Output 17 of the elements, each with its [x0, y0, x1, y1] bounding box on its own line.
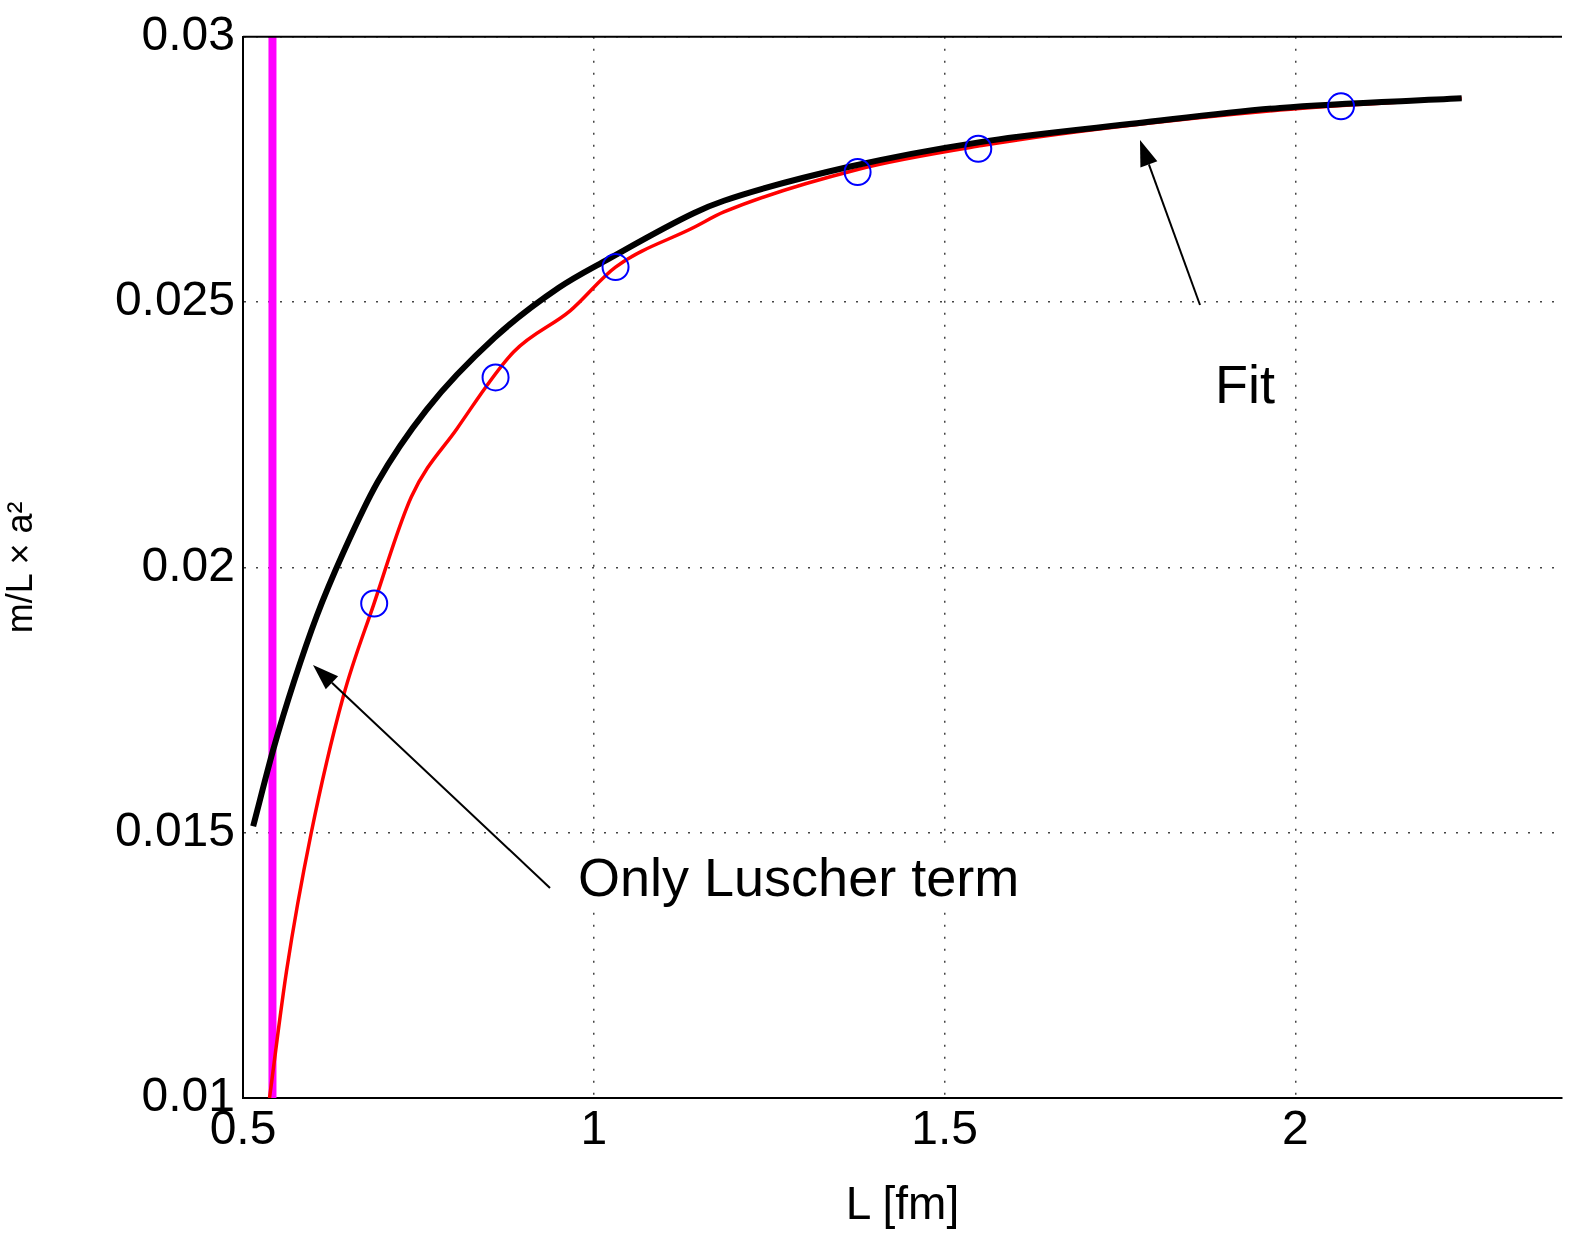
point: [1327, 92, 1355, 121]
point: [601, 253, 630, 282]
annotation: Fit: [1215, 353, 1275, 414]
annotation: Only Luscher term: [578, 846, 1020, 907]
y-tick-label: 0.015: [114, 802, 235, 856]
point: [964, 134, 993, 163]
point: [360, 589, 389, 618]
x-tick-label: 2: [1282, 1101, 1309, 1155]
x-axis-title: L [fm]: [845, 1177, 960, 1230]
y-tick-label: 0.03: [141, 7, 235, 61]
y-axis-title: m/L × a²: [0, 501, 40, 634]
y-tick-label: 0.02: [141, 537, 235, 591]
x-tick-label: 1: [580, 1101, 608, 1155]
x-tick-label: 1.5: [911, 1101, 978, 1155]
point: [843, 158, 872, 187]
point: [481, 363, 510, 392]
y-tick-label: 0.025: [114, 272, 235, 326]
